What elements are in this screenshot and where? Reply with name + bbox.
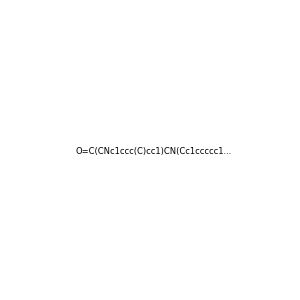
Text: O=C(CNc1ccc(C)cc1)CN(Cc1ccccc1...: O=C(CNc1ccc(C)cc1)CN(Cc1ccccc1... [76, 147, 232, 156]
